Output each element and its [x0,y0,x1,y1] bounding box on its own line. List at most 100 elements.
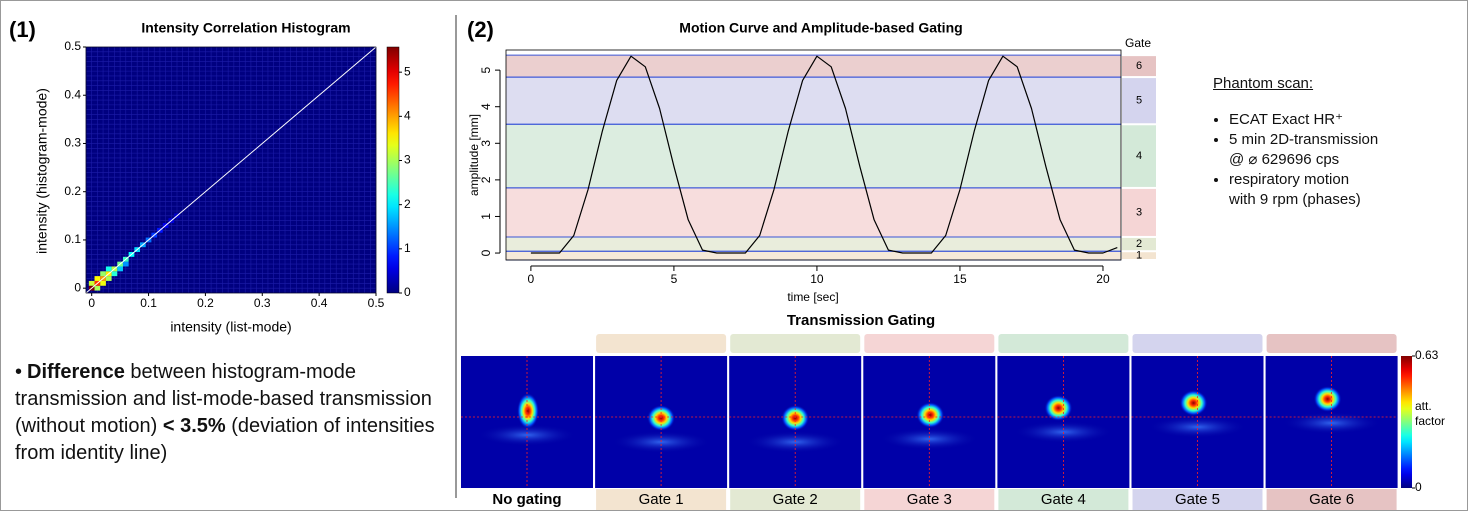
image-label: Gate 5 [1175,491,1220,508]
gate-header [1266,334,1397,353]
y-tick-label: 0.1 [64,232,81,246]
chart-title: Motion Curve and Amplitude-based Gating [679,20,962,36]
bold-term: Difference [27,361,125,383]
x-axis-label: intensity (list-mode) [170,319,291,335]
phantom-line: 5 min 2D-transmission [1229,131,1379,148]
colorbar-tick-label: 1 [404,241,411,255]
y-tick-label: 4 [479,103,493,110]
gate-band [506,236,1121,252]
heat-cell [122,261,129,267]
phantom-line: with 9 rpm (phases) [1229,191,1361,208]
phantom-line: @ ⌀ 629696 cps [1229,151,1340,168]
gate-label: 6 [1136,60,1142,72]
gate-band [506,187,1121,237]
x-tick-label: 0.3 [254,296,271,310]
colorbar [386,46,400,294]
phantom-info: Phantom scan: ECAT Exact HR⁺ 5 min 2D-tra… [1213,75,1378,210]
phantom-list: ECAT Exact HR⁺ 5 min 2D-transmission @ ⌀ 6… [1213,110,1378,210]
x-tick-label: 0.1 [140,296,157,310]
gate-header [730,334,861,353]
gate-header [998,334,1129,353]
heat-cell [100,280,106,286]
colorbar-tick-label: 0.63 [1415,348,1439,362]
heat-cell [111,271,118,277]
gate-label-box [1122,78,1156,124]
y-tick-label: 0 [479,249,493,256]
colorbar-tick-label: 4 [404,109,411,123]
gate-label: 3 [1136,206,1142,218]
image-blob [1313,386,1342,412]
gate-label: 1 [1136,250,1142,262]
y-tick-label: 2 [479,176,493,183]
gate-title: Gate [1125,36,1151,50]
y-tick-label: 0.2 [64,184,81,198]
chart-title: Intensity Correlation Histogram [141,20,350,36]
note-tail: (deviation of intensities from identity … [15,415,435,464]
colorbar-tick-label: 2 [404,197,411,211]
x-tick-label: 0.5 [368,296,385,310]
x-tick-label: 0 [528,272,535,286]
label-background [596,489,727,510]
colorbar-tick-label: 5 [404,64,411,78]
heat-cell [88,280,95,286]
y-tick-label: 0 [74,280,81,294]
heat-cell [94,285,101,291]
image-smear [477,424,577,446]
colorbar-tick-label: 0 [1415,480,1422,494]
phantom-heading: Phantom scan: [1213,75,1314,92]
gate-header [596,334,727,353]
gate-label-box [1122,56,1156,77]
x-axis-label: time [sec] [787,290,838,304]
gate-label-box [1122,125,1156,187]
plot-frame [85,46,377,294]
x-tick-label: 0.4 [311,296,328,310]
x-tick-label: 0.2 [197,296,214,310]
image-smear [879,428,980,450]
heat-cell [117,266,123,272]
section-title: Transmission Gating [787,312,935,329]
label-background [1132,489,1263,510]
image-smear [1147,416,1248,438]
image-blob [517,393,539,429]
gate-label-box [1122,237,1156,251]
y-tick-label: 3 [479,140,493,147]
y-tick-label: 0.4 [64,87,81,101]
gate-band [506,55,1121,78]
image-label: Gate 1 [639,491,684,508]
gate-label: 2 [1136,238,1142,250]
label-background [730,489,861,510]
bold-value: < 3.5% [162,415,226,437]
y-tick-label: 0.5 [64,39,81,53]
gate-label: 4 [1136,150,1142,162]
image-label: No gating [492,491,561,508]
gate-label: 5 [1136,95,1142,107]
gate-label-box [1122,188,1156,236]
gate-label-box [1122,252,1156,259]
plot-frame [505,49,1122,261]
x-tick-label: 0 [88,296,95,310]
label-background [1266,489,1397,510]
identity-line [85,46,377,294]
colorbar-label: att. factor [1415,399,1446,428]
heat-cell [105,276,112,281]
panel-label: (1) [9,17,36,42]
x-tick-label: 15 [953,272,967,286]
phantom-line: respiratory motion [1229,171,1350,188]
x-tick-label: 10 [810,272,824,286]
x-tick-label: 5 [671,272,678,286]
image-smear [1281,412,1382,434]
image-label: Gate 2 [773,491,818,508]
note-text: between histogram-mode transmission and … [15,361,432,437]
gate-band [506,124,1121,188]
motion-curve [530,55,1118,254]
phantom-line: ECAT Exact HR⁺ [1229,111,1344,128]
image-blob [1179,390,1208,416]
y-tick-label: 1 [479,213,493,220]
y-axis-label: amplitude [mm] [467,114,481,196]
phantom-item: respiratory motion with 9 rpm (phases) [1229,170,1378,210]
heat-cell [105,266,112,272]
label-background [998,489,1129,510]
image-label: Gate 6 [1309,491,1354,508]
